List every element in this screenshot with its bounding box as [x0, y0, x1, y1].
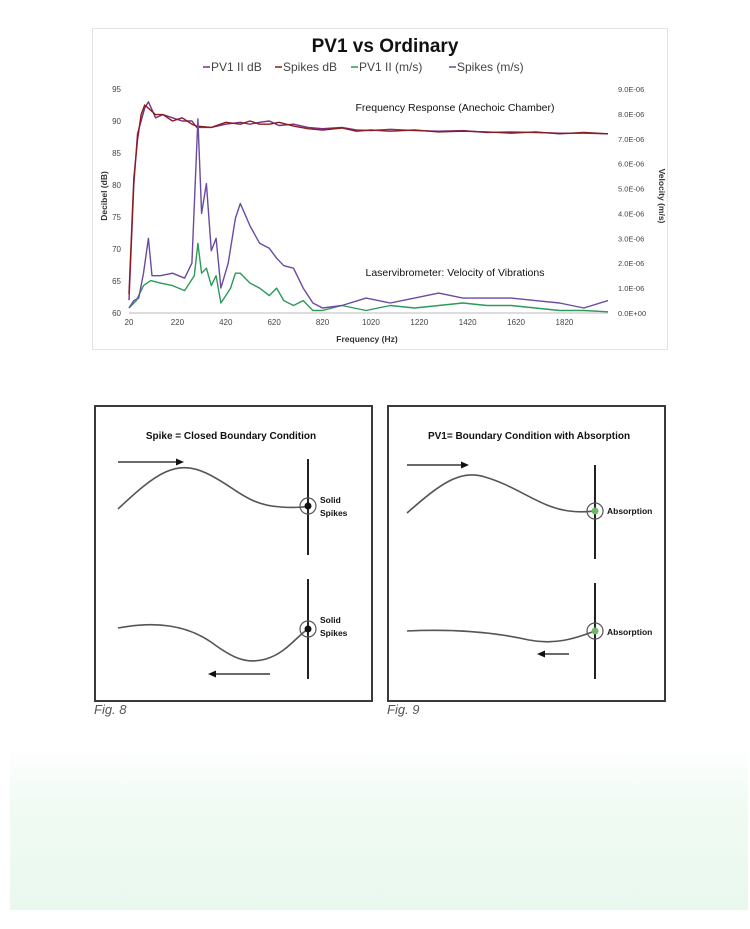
legend-label: PV1 II dB — [211, 60, 262, 74]
fig8-boundary-ring-top — [299, 497, 317, 515]
fig9-wave-bottom — [406, 629, 596, 643]
y-right-tick-label: 6.0E-06 — [618, 160, 644, 169]
x-tick-label: 20 — [125, 318, 134, 327]
fig9-label-bottom: Absorption — [607, 627, 652, 637]
y-right-tick-label: 7.0E-06 — [618, 135, 644, 144]
fig8-title: Spike = Closed Boundary Condition — [146, 431, 316, 442]
x-tick-label: 620 — [267, 318, 281, 327]
fig8-panel: Spike = Closed Boundary Condition Solid … — [94, 405, 373, 702]
y-left-tick-label: 85 — [112, 149, 121, 158]
plot-area: 20 220 420 620 820 1020 1220 1420 1620 1820 60 65 70… — [112, 85, 646, 327]
fig8-arrowhead-left — [208, 670, 216, 678]
fig8-arrowhead-right — [176, 458, 184, 466]
x-tick-label: 1820 — [556, 318, 574, 327]
fig8-contact-dot-bottom — [304, 625, 312, 633]
fig8-label-top-line2: Spikes — [320, 508, 348, 518]
frequency-response-chart: PV1 vs Ordinary PV1 II dB Spikes dB PV1 II… — [99, 36, 667, 344]
chart-legend: PV1 II dB Spikes dB PV1 II (m/s) Spikes (m/… — [203, 60, 524, 74]
fig9-absorption-dot-bottom — [591, 627, 599, 635]
y-right-tick-label: 9.0E-06 — [618, 85, 644, 94]
fig8-label-bottom-line2: Spikes — [320, 628, 348, 638]
y-left-tick-label: 80 — [112, 181, 121, 190]
y-axis-label-left: Decibel (dB) — [99, 171, 109, 221]
fig9-boundary-ring-bottom — [586, 622, 604, 640]
y-axis-label-right: Velocity (m/s) — [657, 169, 667, 224]
x-tick-label: 1020 — [362, 318, 380, 327]
y-left-tick-label: 75 — [112, 213, 121, 222]
y-right-tick-label: 5.0E-06 — [618, 185, 644, 194]
y-left-tick-label: 65 — [112, 277, 121, 286]
y-left-tick-label: 60 — [112, 309, 121, 318]
y-right-tick-label: 0.0E+00 — [618, 309, 646, 318]
fig8-diagram: Spike = Closed Boundary Condition Solid … — [117, 431, 348, 679]
fig9-absorption-dot-top — [591, 507, 599, 515]
fig8-caption: Fig. 8 — [94, 702, 127, 717]
bottom-background-band — [10, 745, 748, 910]
fig9-diagram: PV1= Boundary Condition with Absorption … — [406, 431, 652, 679]
fig9-label-top: Absorption — [607, 506, 652, 516]
x-tick-label: 1420 — [459, 318, 477, 327]
fig8-label-top-line1: Solid — [320, 495, 341, 505]
chart-title: PV1 vs Ordinary — [312, 36, 459, 57]
fig9-arrowhead-right — [461, 461, 469, 469]
fig8-contact-dot-top — [304, 502, 312, 510]
y-right-tick-label: 8.0E-06 — [618, 110, 644, 119]
y-right-tick-label: 4.0E-06 — [618, 209, 644, 218]
x-tick-label: 420 — [219, 318, 233, 327]
fig8-wave-top — [117, 466, 309, 510]
fig8-boundary-ring-bottom — [299, 620, 317, 638]
x-tick-label: 1220 — [410, 318, 428, 327]
x-axis-label: Frequency (Hz) — [336, 334, 398, 344]
legend-entry: PV1 II (m/s) — [351, 60, 422, 74]
fig8-label-bottom-line1: Solid — [320, 615, 341, 625]
fig9-caption: Fig. 9 — [387, 702, 420, 717]
x-tick-label: 820 — [316, 318, 330, 327]
legend-label: Spikes (m/s) — [457, 60, 524, 74]
series-line-spikes-m-s- — [128, 118, 609, 309]
y-left-tick-label: 90 — [112, 117, 121, 126]
series-line-pv1-ii-m-s- — [128, 242, 609, 313]
annotation-laservibrometer: Laservibrometer: Velocity of Vibrations — [366, 267, 545, 279]
legend-entry: Spikes (m/s) — [449, 60, 524, 74]
legend-entry: PV1 II dB — [203, 60, 262, 74]
annotation-frequency-response: Frequency Response (Anechoic Chamber) — [355, 102, 554, 114]
legend-label: PV1 II (m/s) — [359, 60, 422, 74]
legend-entry: Spikes dB — [275, 60, 337, 74]
fig9-wave-top — [406, 474, 596, 514]
y-right-tick-label: 2.0E-06 — [618, 259, 644, 268]
fig9-arrowhead-left — [537, 650, 545, 658]
fig8-wave-bottom — [117, 623, 309, 662]
x-tick-label: 220 — [171, 318, 185, 327]
fig9-title: PV1= Boundary Condition with Absorption — [428, 431, 630, 442]
chart-panel: PV1 vs Ordinary PV1 II dB Spikes dB PV1 II… — [92, 28, 668, 350]
legend-label: Spikes dB — [283, 60, 337, 74]
y-left-tick-label: 95 — [112, 85, 121, 94]
fig9-boundary-ring-top — [586, 502, 604, 520]
y-right-tick-label: 3.0E-06 — [618, 234, 644, 243]
x-tick-label: 1620 — [507, 318, 525, 327]
fig9-panel: PV1= Boundary Condition with Absorption … — [387, 405, 666, 702]
series-line-spikes-db — [128, 104, 609, 294]
y-right-tick-label: 1.0E-06 — [618, 284, 644, 293]
y-left-tick-label: 70 — [112, 245, 121, 254]
